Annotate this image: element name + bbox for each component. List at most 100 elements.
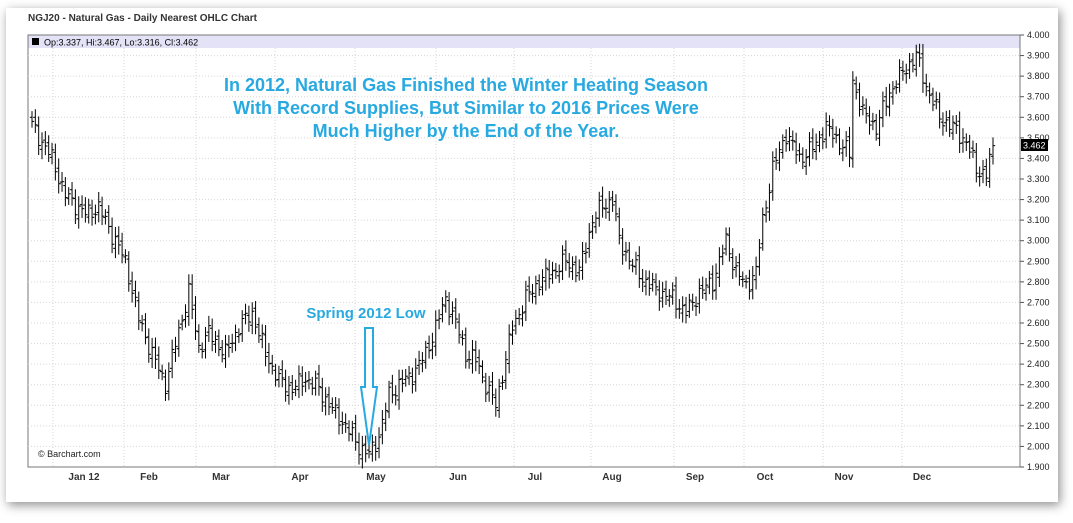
ohlc-bar xyxy=(607,191,612,221)
ohlc-bar xyxy=(680,296,685,323)
ohlc-bar xyxy=(850,71,856,168)
ohlc-bar xyxy=(720,244,725,266)
ohlc-bar xyxy=(730,248,735,280)
ohlc-bar xyxy=(270,354,275,375)
ohlc-bar xyxy=(590,215,595,239)
ohlc-bar xyxy=(300,366,305,396)
ohlc-bar xyxy=(927,82,932,104)
ohlc-bar xyxy=(613,194,619,222)
ohlc-bar xyxy=(867,106,872,135)
ohlc-bar xyxy=(139,314,145,332)
ohlc-bar xyxy=(416,350,422,375)
ohlc-bar xyxy=(390,374,395,404)
ohlc-bar xyxy=(934,91,939,110)
ohlc-bar xyxy=(783,129,789,152)
ohlc-bar xyxy=(119,232,125,264)
ohlc-bar xyxy=(813,133,819,161)
ohlc-bar xyxy=(480,360,485,384)
x-tick-label: Dec xyxy=(913,472,932,483)
ohlc-bar xyxy=(987,148,992,188)
ohlc-bar xyxy=(393,385,398,406)
ohlc-bar xyxy=(356,432,362,465)
source-credit: © Barchart.com xyxy=(38,449,101,459)
ohlc-bar xyxy=(103,209,108,225)
ohlc-bar xyxy=(847,126,852,168)
ohlc-bar xyxy=(240,310,245,342)
ohlc-bar xyxy=(450,301,455,325)
ohlc-bar xyxy=(460,330,465,346)
ohlc-bar xyxy=(36,116,41,156)
ohlc-bar xyxy=(924,73,929,97)
ohlc-bar xyxy=(430,332,435,360)
ohlc-bar xyxy=(136,291,141,331)
ohlc-bar xyxy=(570,256,575,280)
ohlc-bar xyxy=(403,368,408,387)
ohlc-bar xyxy=(400,369,405,393)
ohlc-bar xyxy=(610,190,615,212)
y-tick-label: 3.000 xyxy=(1027,236,1050,246)
ohlc-bar xyxy=(133,280,138,308)
ohlc-bar xyxy=(757,239,762,276)
ohlc-bar xyxy=(89,199,95,226)
ohlc-bar xyxy=(396,369,402,410)
ohlc-bar xyxy=(573,255,579,283)
y-tick-label: 2.000 xyxy=(1027,441,1050,451)
ohlc-bar xyxy=(890,81,896,105)
x-tick-label: Oct xyxy=(757,472,774,483)
ohlc-bar xyxy=(623,241,629,262)
ohlc-bar xyxy=(543,258,549,291)
ohlc-bar xyxy=(219,339,225,363)
ohlc-bar xyxy=(823,112,829,149)
ohlc-bar xyxy=(683,296,689,324)
ohlc-bar xyxy=(330,397,335,414)
ohlc-bar xyxy=(984,158,989,187)
ohlc-bar xyxy=(603,198,609,219)
ohlc-bar xyxy=(256,317,262,343)
ohlc-bar xyxy=(366,443,372,459)
ohlc-bar xyxy=(643,270,649,296)
ohlc-bar xyxy=(146,328,151,363)
ohlc-bar xyxy=(536,274,542,296)
ohlc-bar xyxy=(266,342,272,374)
ohlc-bar xyxy=(340,411,345,435)
ohlc-bar xyxy=(373,435,378,461)
ohlc-bar xyxy=(96,191,101,223)
ohlc-bar xyxy=(173,336,178,363)
ohlc-bar xyxy=(43,131,48,156)
x-tick-label: Aug xyxy=(602,472,621,483)
ohlc-bar xyxy=(940,112,946,136)
ohlc-bar xyxy=(153,337,158,369)
ohlc-bar xyxy=(870,112,876,131)
ohlc-bar xyxy=(143,313,148,345)
ohlc-bar xyxy=(83,197,88,223)
y-axis: 1.900 2.000 2.100 2.200 2.300 2.400 2.500 2.600… xyxy=(1020,30,1050,472)
y-tick-label: 1.900 xyxy=(1027,462,1050,472)
ohlc-bar xyxy=(773,148,779,170)
ohlc-bar xyxy=(63,177,68,207)
ohlc-bar xyxy=(126,251,131,292)
ohlc-bar xyxy=(346,420,352,442)
y-tick-label: 2.900 xyxy=(1027,256,1050,266)
ohlc-bar xyxy=(533,275,539,305)
ohlc-bar xyxy=(787,127,792,152)
ohlc-bar xyxy=(743,274,749,289)
ohlc-bar xyxy=(176,319,182,357)
y-tick-label: 3.700 xyxy=(1027,92,1050,102)
ohlc-bar xyxy=(129,271,135,303)
ohlc-bar xyxy=(420,352,425,373)
ohlc-bar xyxy=(149,337,155,369)
ohlc-bar xyxy=(750,266,755,300)
ohlc-bar xyxy=(413,358,418,392)
ohlc-bar xyxy=(904,63,909,84)
ohlc-bar xyxy=(380,410,385,445)
y-tick-label: 3.900 xyxy=(1027,51,1050,61)
ohlc-bar xyxy=(236,328,242,343)
x-tick-label: Jul xyxy=(528,472,543,483)
ohlc-bar xyxy=(326,386,332,416)
ohlc-bar xyxy=(600,186,605,218)
ohlc-bar xyxy=(486,375,492,402)
ohlc-bar xyxy=(914,44,919,77)
plot-area xyxy=(27,34,1021,468)
ohlc-bar xyxy=(920,43,926,93)
info-bar xyxy=(28,35,1020,48)
